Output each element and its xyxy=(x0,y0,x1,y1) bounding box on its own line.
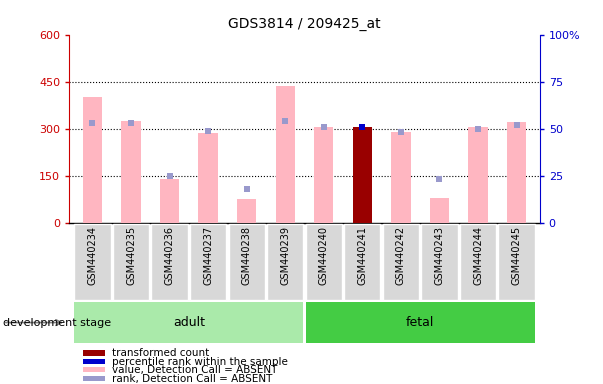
Bar xyxy=(83,359,105,364)
Text: value, Detection Call = ABSENT: value, Detection Call = ABSENT xyxy=(112,365,277,375)
Text: rank, Detection Call = ABSENT: rank, Detection Call = ABSENT xyxy=(112,374,272,384)
Bar xyxy=(121,121,140,223)
FancyBboxPatch shape xyxy=(306,302,535,343)
Bar xyxy=(276,86,295,223)
Bar xyxy=(507,122,526,223)
Text: GSM440244: GSM440244 xyxy=(473,226,483,285)
Bar xyxy=(314,127,333,223)
Bar xyxy=(469,127,488,223)
Text: GSM440240: GSM440240 xyxy=(319,226,329,285)
Bar xyxy=(83,367,105,372)
FancyBboxPatch shape xyxy=(151,224,188,300)
Bar xyxy=(160,179,179,223)
FancyBboxPatch shape xyxy=(229,224,265,300)
FancyBboxPatch shape xyxy=(383,224,419,300)
FancyBboxPatch shape xyxy=(344,224,380,300)
Bar xyxy=(83,97,102,223)
Text: GSM440241: GSM440241 xyxy=(358,226,367,285)
Text: GSM440235: GSM440235 xyxy=(126,226,136,285)
FancyBboxPatch shape xyxy=(74,302,303,343)
Title: GDS3814 / 209425_at: GDS3814 / 209425_at xyxy=(228,17,381,31)
Text: GSM440243: GSM440243 xyxy=(434,226,444,285)
Text: development stage: development stage xyxy=(3,318,111,328)
FancyBboxPatch shape xyxy=(190,224,226,300)
Text: GSM440237: GSM440237 xyxy=(203,226,213,285)
Text: GSM440239: GSM440239 xyxy=(280,226,290,285)
Text: GSM440242: GSM440242 xyxy=(396,226,406,285)
Bar xyxy=(83,376,105,381)
Text: transformed count: transformed count xyxy=(112,348,209,358)
FancyBboxPatch shape xyxy=(460,224,496,300)
Text: GSM440234: GSM440234 xyxy=(87,226,98,285)
FancyBboxPatch shape xyxy=(499,224,535,300)
Bar xyxy=(353,127,372,223)
FancyBboxPatch shape xyxy=(306,224,342,300)
FancyBboxPatch shape xyxy=(421,224,458,300)
Bar xyxy=(198,133,218,223)
Text: adult: adult xyxy=(173,316,205,329)
Bar xyxy=(430,198,449,223)
Text: GSM440245: GSM440245 xyxy=(511,226,522,285)
Bar xyxy=(391,132,411,223)
FancyBboxPatch shape xyxy=(74,224,110,300)
Bar xyxy=(83,350,105,356)
Text: percentile rank within the sample: percentile rank within the sample xyxy=(112,357,288,367)
FancyBboxPatch shape xyxy=(267,224,303,300)
Text: GSM440236: GSM440236 xyxy=(165,226,175,285)
Text: GSM440238: GSM440238 xyxy=(242,226,251,285)
Bar xyxy=(237,199,256,223)
Text: fetal: fetal xyxy=(406,316,434,329)
FancyBboxPatch shape xyxy=(113,224,149,300)
